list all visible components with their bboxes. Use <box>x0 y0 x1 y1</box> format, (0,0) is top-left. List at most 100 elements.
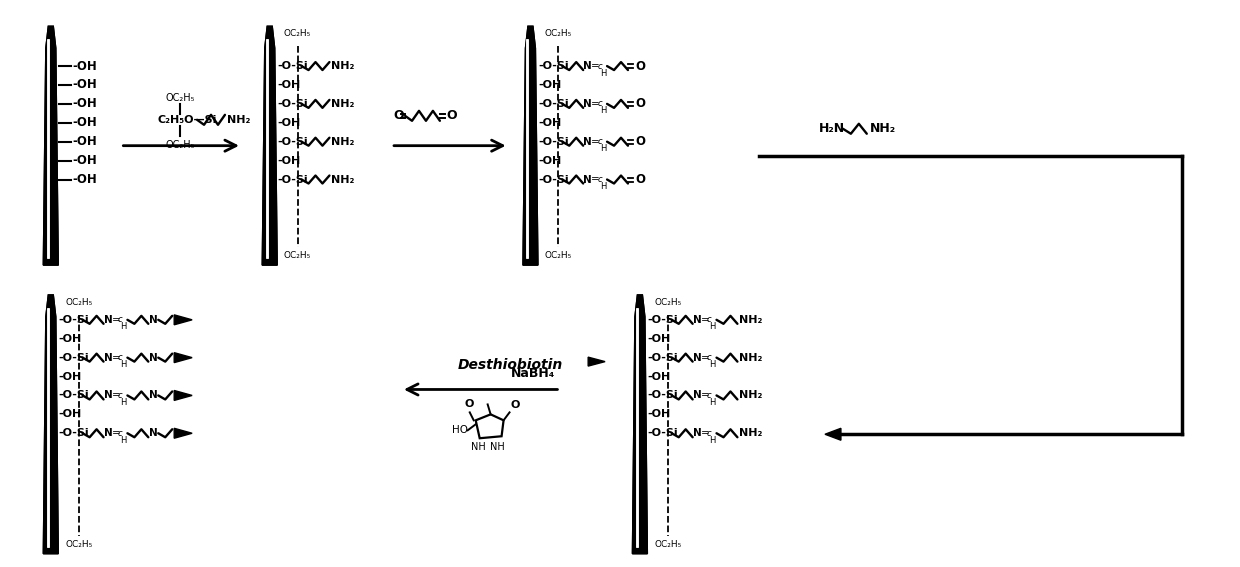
Text: O: O <box>464 399 474 409</box>
Polygon shape <box>632 295 647 553</box>
Text: O: O <box>511 400 520 411</box>
Text: =: = <box>701 315 709 325</box>
Text: -OH: -OH <box>538 155 562 166</box>
Polygon shape <box>588 357 605 366</box>
Text: -OH: -OH <box>73 78 98 91</box>
Text: O: O <box>446 109 458 122</box>
Text: H: H <box>709 360 715 369</box>
Text: N: N <box>583 61 591 71</box>
Text: NaBH₄: NaBH₄ <box>511 366 556 379</box>
Text: NH₂: NH₂ <box>739 353 763 363</box>
Text: =: = <box>701 353 709 363</box>
Text: -O-Si: -O-Si <box>278 137 309 147</box>
Text: H₂N: H₂N <box>820 122 846 136</box>
Text: -OH: -OH <box>73 60 98 73</box>
Text: -O-Si: -O-Si <box>58 428 89 438</box>
Text: N: N <box>149 353 157 363</box>
Text: NH₂: NH₂ <box>331 61 355 71</box>
Text: -O-Si: -O-Si <box>58 353 89 363</box>
Text: -OH: -OH <box>73 98 98 111</box>
Text: H: H <box>120 435 126 445</box>
Text: c: c <box>118 391 122 400</box>
Text: H: H <box>600 182 606 191</box>
Text: -OH: -OH <box>58 409 82 420</box>
Text: -O-Si: -O-Si <box>538 99 569 109</box>
Text: c: c <box>707 429 712 438</box>
Text: -O-Si: -O-Si <box>647 391 678 400</box>
Text: -O-Si: -O-Si <box>278 175 309 184</box>
Text: =: = <box>112 315 120 325</box>
Text: c: c <box>598 137 601 146</box>
Text: -OH: -OH <box>647 334 671 344</box>
Text: c: c <box>707 391 712 400</box>
Text: -O-Si: -O-Si <box>58 391 89 400</box>
Text: c: c <box>707 353 712 362</box>
Text: NH: NH <box>490 442 505 452</box>
Text: OC₂H₅: OC₂H₅ <box>655 298 682 307</box>
Text: -OH: -OH <box>278 80 301 90</box>
Text: N: N <box>693 428 702 438</box>
Text: OC₂H₅: OC₂H₅ <box>64 298 92 307</box>
Polygon shape <box>43 295 58 553</box>
Text: NH₂: NH₂ <box>227 115 250 125</box>
Text: =: = <box>591 99 600 109</box>
Text: c: c <box>118 315 122 324</box>
Text: =: = <box>591 61 600 71</box>
Text: O: O <box>635 98 645 111</box>
Text: C₂H₅O—Si: C₂H₅O—Si <box>157 115 217 125</box>
Polygon shape <box>523 26 538 265</box>
Text: -OH: -OH <box>73 116 98 129</box>
Text: NH: NH <box>471 442 486 452</box>
Text: -OH: -OH <box>73 135 98 148</box>
Text: -OH: -OH <box>647 371 671 382</box>
Text: =: = <box>112 353 120 363</box>
Text: NH₂: NH₂ <box>331 99 355 109</box>
Text: H: H <box>120 398 126 407</box>
Text: -OH: -OH <box>538 118 562 128</box>
Text: N: N <box>583 137 591 147</box>
Text: -OH: -OH <box>73 173 98 186</box>
Polygon shape <box>523 26 538 265</box>
Text: NH₂: NH₂ <box>739 315 763 325</box>
Text: NH₂: NH₂ <box>739 391 763 400</box>
Text: -OH: -OH <box>58 334 82 344</box>
Polygon shape <box>43 26 58 265</box>
Text: -O-Si: -O-Si <box>58 315 89 325</box>
Text: N: N <box>583 99 591 109</box>
Polygon shape <box>174 315 192 325</box>
Text: H: H <box>600 107 606 115</box>
Text: OC₂H₅: OC₂H₅ <box>655 540 682 549</box>
Text: N: N <box>149 315 157 325</box>
Text: O: O <box>635 135 645 148</box>
Text: N: N <box>693 315 702 325</box>
Text: OC₂H₅: OC₂H₅ <box>165 139 195 150</box>
Text: =: = <box>591 137 600 147</box>
Text: N: N <box>104 428 113 438</box>
Text: NH₂: NH₂ <box>869 122 895 136</box>
Text: N: N <box>104 315 113 325</box>
Text: c: c <box>118 429 122 438</box>
Text: N: N <box>104 391 113 400</box>
Text: NH₂: NH₂ <box>331 175 355 184</box>
Text: Desthiobiotin: Desthiobiotin <box>458 358 563 371</box>
Text: -OH: -OH <box>278 118 301 128</box>
Text: -O-Si: -O-Si <box>647 428 678 438</box>
Text: H: H <box>600 144 606 153</box>
Text: H: H <box>709 398 715 407</box>
Text: =: = <box>112 428 120 438</box>
Text: c: c <box>598 99 601 108</box>
Text: N: N <box>693 353 702 363</box>
Text: -O-Si: -O-Si <box>647 353 678 363</box>
Text: c: c <box>598 62 601 70</box>
Polygon shape <box>43 26 58 265</box>
Polygon shape <box>174 353 192 363</box>
Text: OC₂H₅: OC₂H₅ <box>544 29 572 38</box>
Text: -OH: -OH <box>278 155 301 166</box>
Text: OC₂H₅: OC₂H₅ <box>64 540 92 549</box>
Text: -O-Si: -O-Si <box>278 99 309 109</box>
Text: OC₂H₅: OC₂H₅ <box>544 251 572 260</box>
Text: -OH: -OH <box>58 371 82 382</box>
Text: c: c <box>707 315 712 324</box>
Text: c: c <box>598 175 601 184</box>
Text: -O-Si: -O-Si <box>278 61 309 71</box>
